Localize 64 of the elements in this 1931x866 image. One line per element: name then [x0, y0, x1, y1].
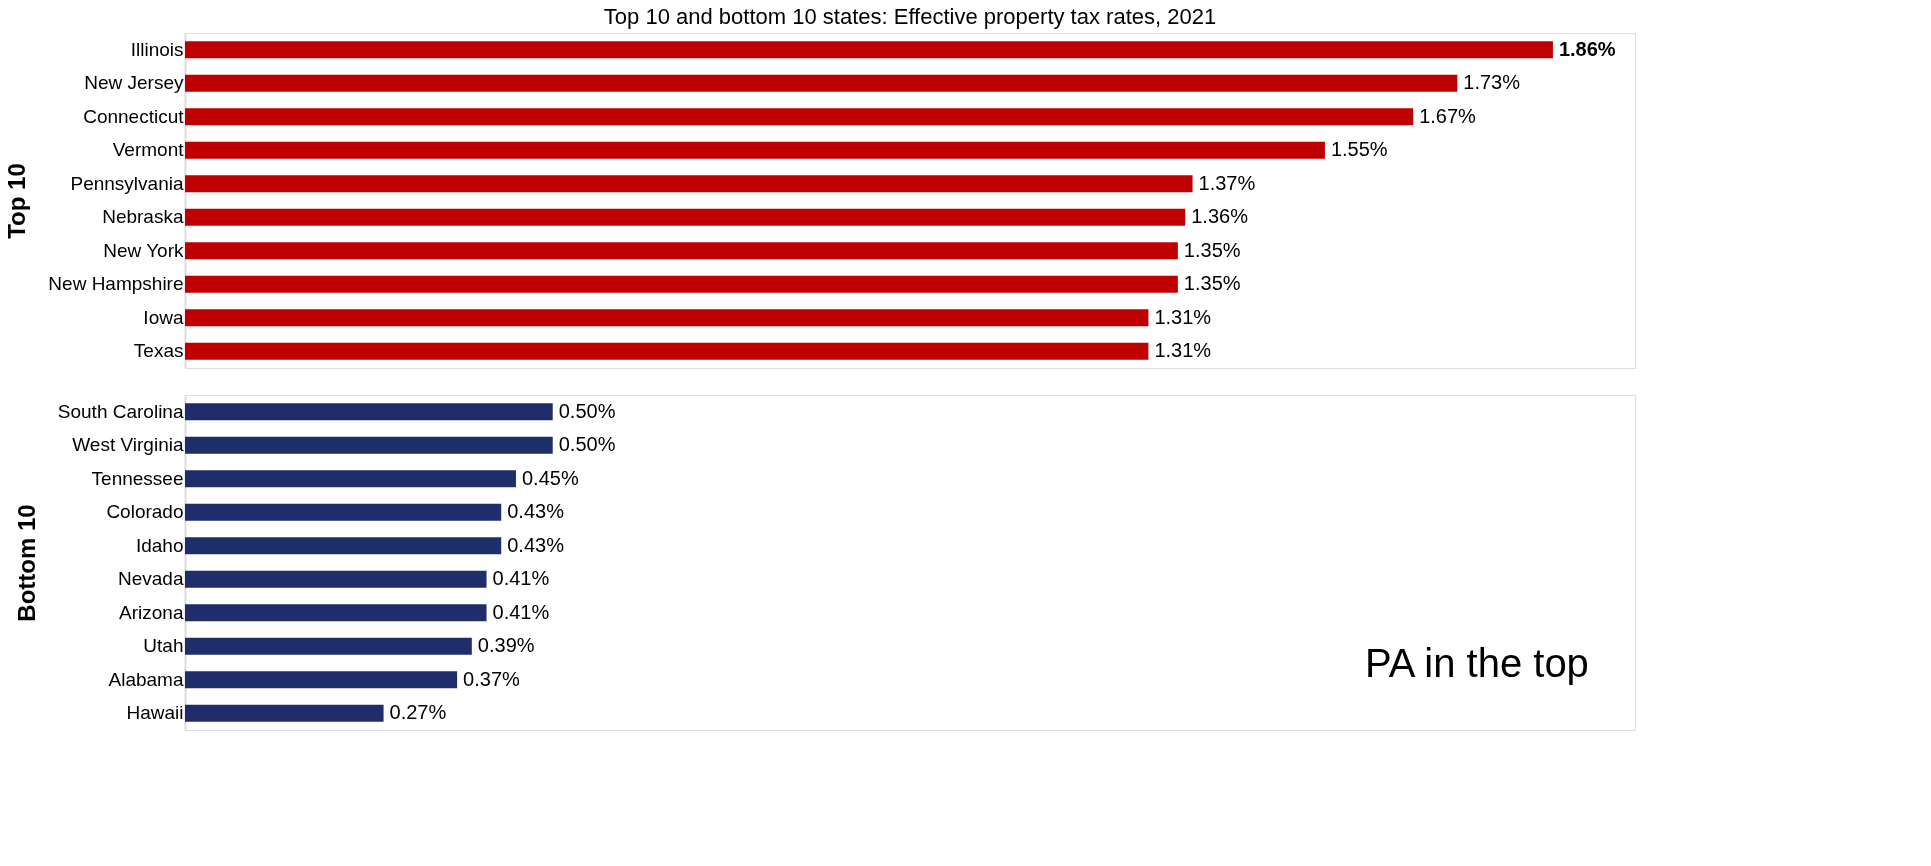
bar: [185, 537, 502, 555]
data-label: 0.41%: [492, 567, 550, 590]
y-tick-label: Illinois: [130, 38, 184, 60]
data-label: 1.73%: [1463, 71, 1521, 94]
data-label: 1.86%: [1558, 37, 1616, 60]
data-label: 1.36%: [1191, 205, 1249, 228]
y-tick-label: Texas: [133, 340, 184, 362]
data-label: 0.50%: [558, 433, 616, 456]
data-label: 1.35%: [1183, 272, 1241, 295]
text: PA in the top: [1365, 641, 1589, 685]
y-tick-label: Hawaii: [126, 702, 184, 724]
bar: [185, 309, 1149, 327]
data-label: 1.31%: [1154, 305, 1212, 328]
data-label: 0.45%: [521, 466, 579, 489]
y-tick-label: Vermont: [112, 139, 185, 161]
bar: [185, 208, 1186, 226]
data-label: 1.35%: [1183, 238, 1241, 261]
y-tick-label: Pennsylvania: [70, 172, 184, 194]
bar: [185, 342, 1149, 360]
data-label: 0.43%: [507, 500, 565, 523]
bar: [185, 175, 1193, 193]
data-label: 1.37%: [1198, 171, 1256, 194]
bar: [185, 570, 487, 588]
y-tick-label: Nebraska: [102, 206, 184, 228]
bar: [185, 637, 472, 655]
bar: [185, 704, 384, 722]
bar: [185, 41, 1553, 59]
y-tick-label: Idaho: [135, 534, 184, 556]
y-axis-title: Top 10: [3, 163, 31, 239]
bar: [185, 108, 1414, 126]
y-tick-label: Colorado: [106, 501, 184, 523]
y-tick-label: Iowa: [143, 306, 184, 328]
y-tick-label: Arizona: [119, 601, 184, 623]
y-axis-title: Bottom 10: [12, 504, 40, 622]
y-tick-label: New Hampshire: [48, 273, 184, 295]
y-tick-label: Tennessee: [91, 467, 184, 489]
bar: [185, 604, 487, 622]
bar: [185, 436, 553, 454]
y-tick-label: West Virginia: [72, 434, 184, 456]
bar: [185, 470, 516, 488]
data-label: 0.41%: [492, 600, 550, 623]
bar: [185, 403, 553, 421]
bar: [185, 74, 1458, 92]
bar: [185, 275, 1178, 293]
data-label: 1.67%: [1419, 104, 1477, 127]
data-label: 0.50%: [558, 399, 616, 422]
data-label: 1.55%: [1330, 138, 1388, 161]
y-tick-label: South Carolina: [57, 400, 184, 422]
data-label: 0.39%: [477, 634, 535, 657]
y-tick-label: Connecticut: [83, 105, 185, 127]
chart-title: Top 10 and bottom 10 states: Effective property tax rates, 2021: [603, 4, 1217, 29]
y-tick-label: Utah: [143, 635, 184, 657]
data-label: 0.43%: [507, 533, 565, 556]
bar: [185, 503, 502, 521]
bar: [185, 242, 1178, 260]
y-tick-label: Nevada: [118, 568, 184, 590]
bar: [185, 141, 1325, 159]
data-label: 0.37%: [463, 667, 521, 690]
y-tick-label: New Jersey: [84, 72, 184, 94]
y-tick-label: Alabama: [108, 668, 184, 690]
data-label: 1.31%: [1154, 339, 1212, 362]
y-tick-label: New York: [103, 239, 184, 261]
bar: [185, 671, 458, 689]
data-label: 0.27%: [389, 701, 447, 724]
